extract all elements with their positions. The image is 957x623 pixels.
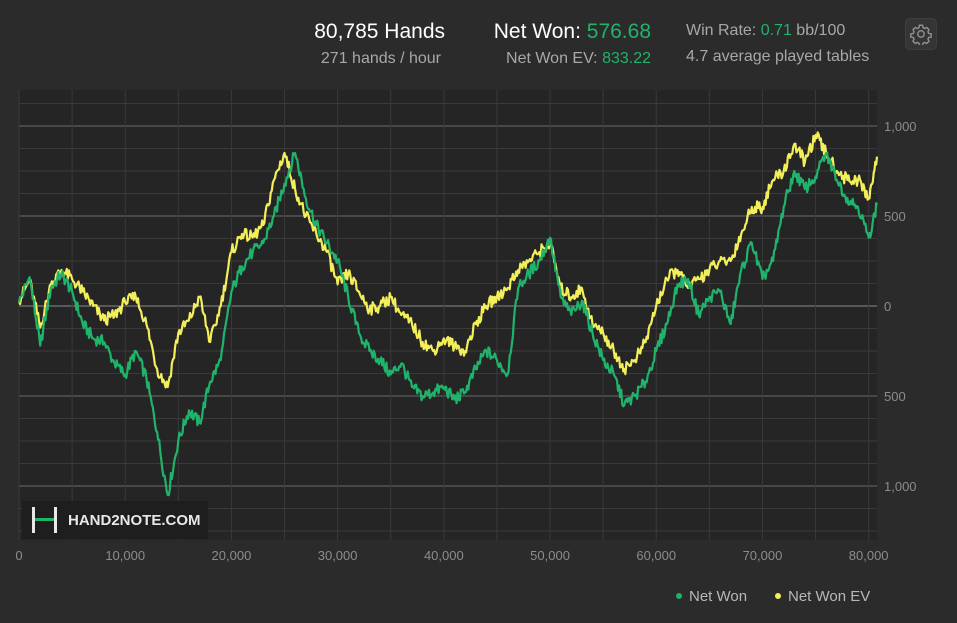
x-tick-label: 10,000 xyxy=(105,548,145,563)
net-won-ev-stat: Net Won EV: 833.22 xyxy=(506,50,651,68)
x-tick-label: 20,000 xyxy=(212,548,252,563)
y-tick-label: 500 xyxy=(884,389,906,404)
x-tick-label: 0 xyxy=(15,548,22,563)
x-tick-label: 60,000 xyxy=(636,548,676,563)
hands-total: 80,785 Hands xyxy=(314,20,445,44)
settings-button[interactable] xyxy=(905,18,937,50)
x-tick-label: 80,000 xyxy=(849,548,889,563)
win-rate-unit: bb/100 xyxy=(796,22,846,39)
win-rate-stat: Win Rate: 0.71 bb/100 xyxy=(686,22,845,40)
series-line-net-won xyxy=(17,151,879,497)
average-played-tables: 4.7 average played tables xyxy=(686,48,870,65)
hands-per-hour: 271 hands / hour xyxy=(320,50,441,67)
x-tick-label: 50,000 xyxy=(530,548,570,563)
y-tick-label: 500 xyxy=(884,209,906,224)
net-won-ev-value: 833.22 xyxy=(602,50,651,67)
net-won-value: 576.68 xyxy=(586,20,651,43)
legend: Net Won Net Won EV xyxy=(676,588,870,605)
x-tick-label: 30,000 xyxy=(318,548,358,563)
y-axis: 1,000 500 0 500 1,000 xyxy=(884,119,917,494)
legend-marker-net-won xyxy=(676,593,682,599)
net-won-ev-label: Net Won EV: xyxy=(506,50,598,67)
y-tick-label: 1,000 xyxy=(884,479,917,494)
series-layer xyxy=(17,131,879,497)
x-tick-label: 40,000 xyxy=(424,548,464,563)
net-won-stat: Net Won: 576.68 xyxy=(494,20,651,44)
series-line-net-won-ev xyxy=(17,131,879,389)
gear-icon xyxy=(910,24,932,45)
legend-label-net-won: Net Won xyxy=(689,588,747,605)
legend-label-net-won-ev: Net Won EV xyxy=(788,588,870,605)
win-rate-value: 0.71 xyxy=(760,22,792,39)
x-axis: 0 10,000 20,000 30,000 40,000 50,000 60,000 70,… xyxy=(15,548,888,563)
watermark-text: HAND2NOTE.COM xyxy=(68,512,201,529)
x-tick-label: 70,000 xyxy=(743,548,783,563)
h2n-logo-icon xyxy=(32,507,57,533)
watermark: HAND2NOTE.COM xyxy=(22,501,208,539)
hands-value: 80,785 xyxy=(314,20,379,43)
legend-marker-net-won-ev xyxy=(775,593,781,599)
y-tick-label: 1,000 xyxy=(884,119,917,134)
net-won-label: Net Won: xyxy=(493,20,581,43)
win-rate-label: Win Rate: xyxy=(686,22,757,39)
hands-unit: Hands xyxy=(384,20,445,43)
plot-area xyxy=(19,90,877,540)
y-tick-label: 0 xyxy=(884,299,891,314)
